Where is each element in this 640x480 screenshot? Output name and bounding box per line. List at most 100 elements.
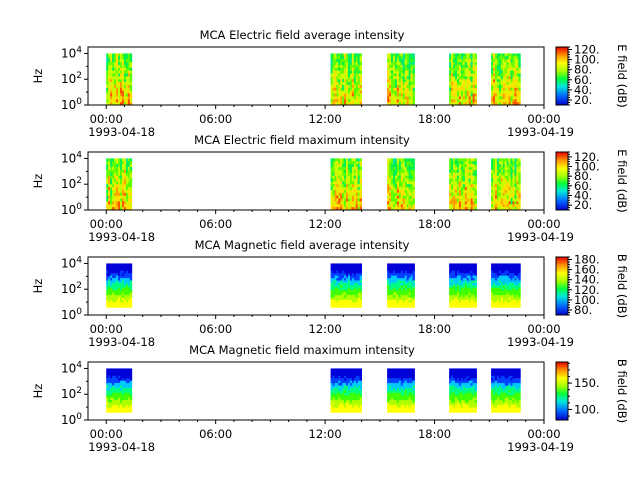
x-tick-label: 00:00 — [90, 322, 123, 336]
data-block — [491, 158, 521, 211]
colorbar-tick-label: 120. — [574, 43, 600, 57]
y-tick-label: 102 — [61, 281, 82, 296]
colorbar-tick-label: 60. — [574, 73, 592, 87]
x-tick-label: 18:00 — [418, 322, 451, 336]
y-tick-label: 100 — [61, 97, 82, 112]
y-axis-label: Hz — [31, 174, 45, 189]
x-tick-label: 00:00 — [527, 427, 560, 441]
y-axis-label: Hz — [31, 384, 45, 399]
x-date-end: 1993-04-19 — [507, 335, 574, 349]
colorbar-tick-label: 20. — [574, 93, 592, 107]
x-date-start: 1993-04-18 — [88, 125, 155, 139]
panel-title: MCA Electric field maximum intensity — [194, 133, 410, 147]
plot-frame — [87, 256, 545, 316]
x-tick-label: 12:00 — [309, 427, 342, 441]
panel-title: MCA Magnetic field maximum intensity — [189, 343, 415, 357]
y-tick-label: 100 — [61, 307, 82, 322]
x-date-start: 1993-04-18 — [88, 230, 155, 244]
data-block — [387, 368, 415, 413]
x-tick-label: 18:00 — [418, 217, 451, 231]
plot-frame — [87, 46, 545, 106]
data-block — [330, 368, 362, 413]
data-block — [330, 158, 362, 211]
x-tick-label: 00:00 — [527, 217, 560, 231]
data-block — [106, 368, 133, 413]
x-tick-label: 06:00 — [199, 112, 232, 126]
colorbar-tick-label: 150. — [574, 376, 600, 390]
data-block — [387, 158, 415, 211]
x-date-start: 1993-04-18 — [88, 440, 155, 454]
y-tick-label: 102 — [61, 71, 82, 86]
colorbar-tick-label: 100. — [574, 293, 600, 307]
colorbar-label: B field (dB) — [615, 359, 629, 423]
data-block — [449, 53, 477, 106]
panel-2: MCA Electric field maximum intensity 100 1… — [31, 133, 629, 244]
x-tick-label: 06:00 — [199, 217, 232, 231]
colorbar-label: B field (dB) — [615, 254, 629, 318]
colorbar-tick-label: 160. — [574, 263, 600, 277]
x-tick-label: 00:00 — [90, 217, 123, 231]
colorbar-tick-label: 100. — [574, 160, 600, 174]
x-date-end: 1993-04-19 — [507, 230, 574, 244]
colorbar-tick-label: 120. — [574, 150, 600, 164]
data-block — [449, 263, 477, 308]
data-block — [491, 263, 521, 308]
data-block — [106, 53, 133, 106]
x-tick-label: 00:00 — [90, 427, 123, 441]
y-tick-label: 104 — [61, 360, 82, 375]
x-tick-label: 00:00 — [527, 322, 560, 336]
panel-title: MCA Magnetic field average intensity — [195, 238, 410, 252]
x-date-end: 1993-04-19 — [507, 125, 574, 139]
y-axis-label: Hz — [31, 279, 45, 294]
data-block — [330, 53, 362, 106]
plot-frame — [87, 151, 545, 211]
y-axis-label: Hz — [31, 69, 45, 84]
x-date-start: 1993-04-18 — [88, 335, 155, 349]
panel-3: MCA Magnetic field average intensity 100 1… — [31, 238, 629, 349]
x-tick-label: 06:00 — [199, 322, 232, 336]
colorbar-tick-label: 80. — [574, 169, 592, 183]
data-block — [387, 263, 415, 308]
x-tick-label: 00:00 — [527, 112, 560, 126]
y-tick-label: 100 — [61, 412, 82, 427]
y-tick-label: 104 — [61, 255, 82, 270]
data-block — [106, 263, 133, 308]
panel-4: MCA Magnetic field maximum intensity 100 1… — [31, 343, 629, 454]
plot-frame — [87, 361, 545, 421]
x-tick-label: 00:00 — [90, 112, 123, 126]
x-tick-label: 12:00 — [309, 112, 342, 126]
data-block — [330, 263, 362, 308]
colorbar-tick-label: 180. — [574, 253, 600, 267]
data-block — [449, 368, 477, 413]
colorbar-tick-label: 80. — [574, 303, 592, 317]
colorbar-tick-label: 80. — [574, 63, 592, 77]
data-block — [491, 368, 521, 413]
y-tick-label: 102 — [61, 386, 82, 401]
colorbar-tick-label: 40. — [574, 189, 592, 203]
colorbar-tick-label: 40. — [574, 83, 592, 97]
x-tick-label: 12:00 — [309, 217, 342, 231]
colorbar-tick-label: 120. — [574, 283, 600, 297]
colorbar-tick-label: 20. — [574, 198, 592, 212]
x-date-end: 1993-04-19 — [507, 440, 574, 454]
data-block — [449, 158, 477, 211]
colorbar-label: E field (dB) — [615, 44, 629, 108]
y-tick-label: 100 — [61, 202, 82, 217]
colorbar-tick-label: 140. — [574, 273, 600, 287]
x-tick-label: 12:00 — [309, 322, 342, 336]
x-tick-label: 18:00 — [418, 112, 451, 126]
colorbar-tick-label: 100. — [574, 402, 600, 416]
colorbar — [555, 256, 569, 316]
x-tick-label: 06:00 — [199, 427, 232, 441]
y-tick-label: 104 — [61, 45, 82, 60]
colorbar — [555, 151, 569, 211]
panel-1: MCA Electric field average intensity 100 1… — [31, 28, 629, 139]
x-tick-label: 18:00 — [418, 427, 451, 441]
colorbar-tick-label: 60. — [574, 179, 592, 193]
y-tick-label: 102 — [61, 176, 82, 191]
colorbar — [555, 46, 569, 106]
data-block — [106, 158, 133, 211]
colorbar-label: E field (dB) — [615, 149, 629, 213]
colorbar — [555, 361, 569, 421]
